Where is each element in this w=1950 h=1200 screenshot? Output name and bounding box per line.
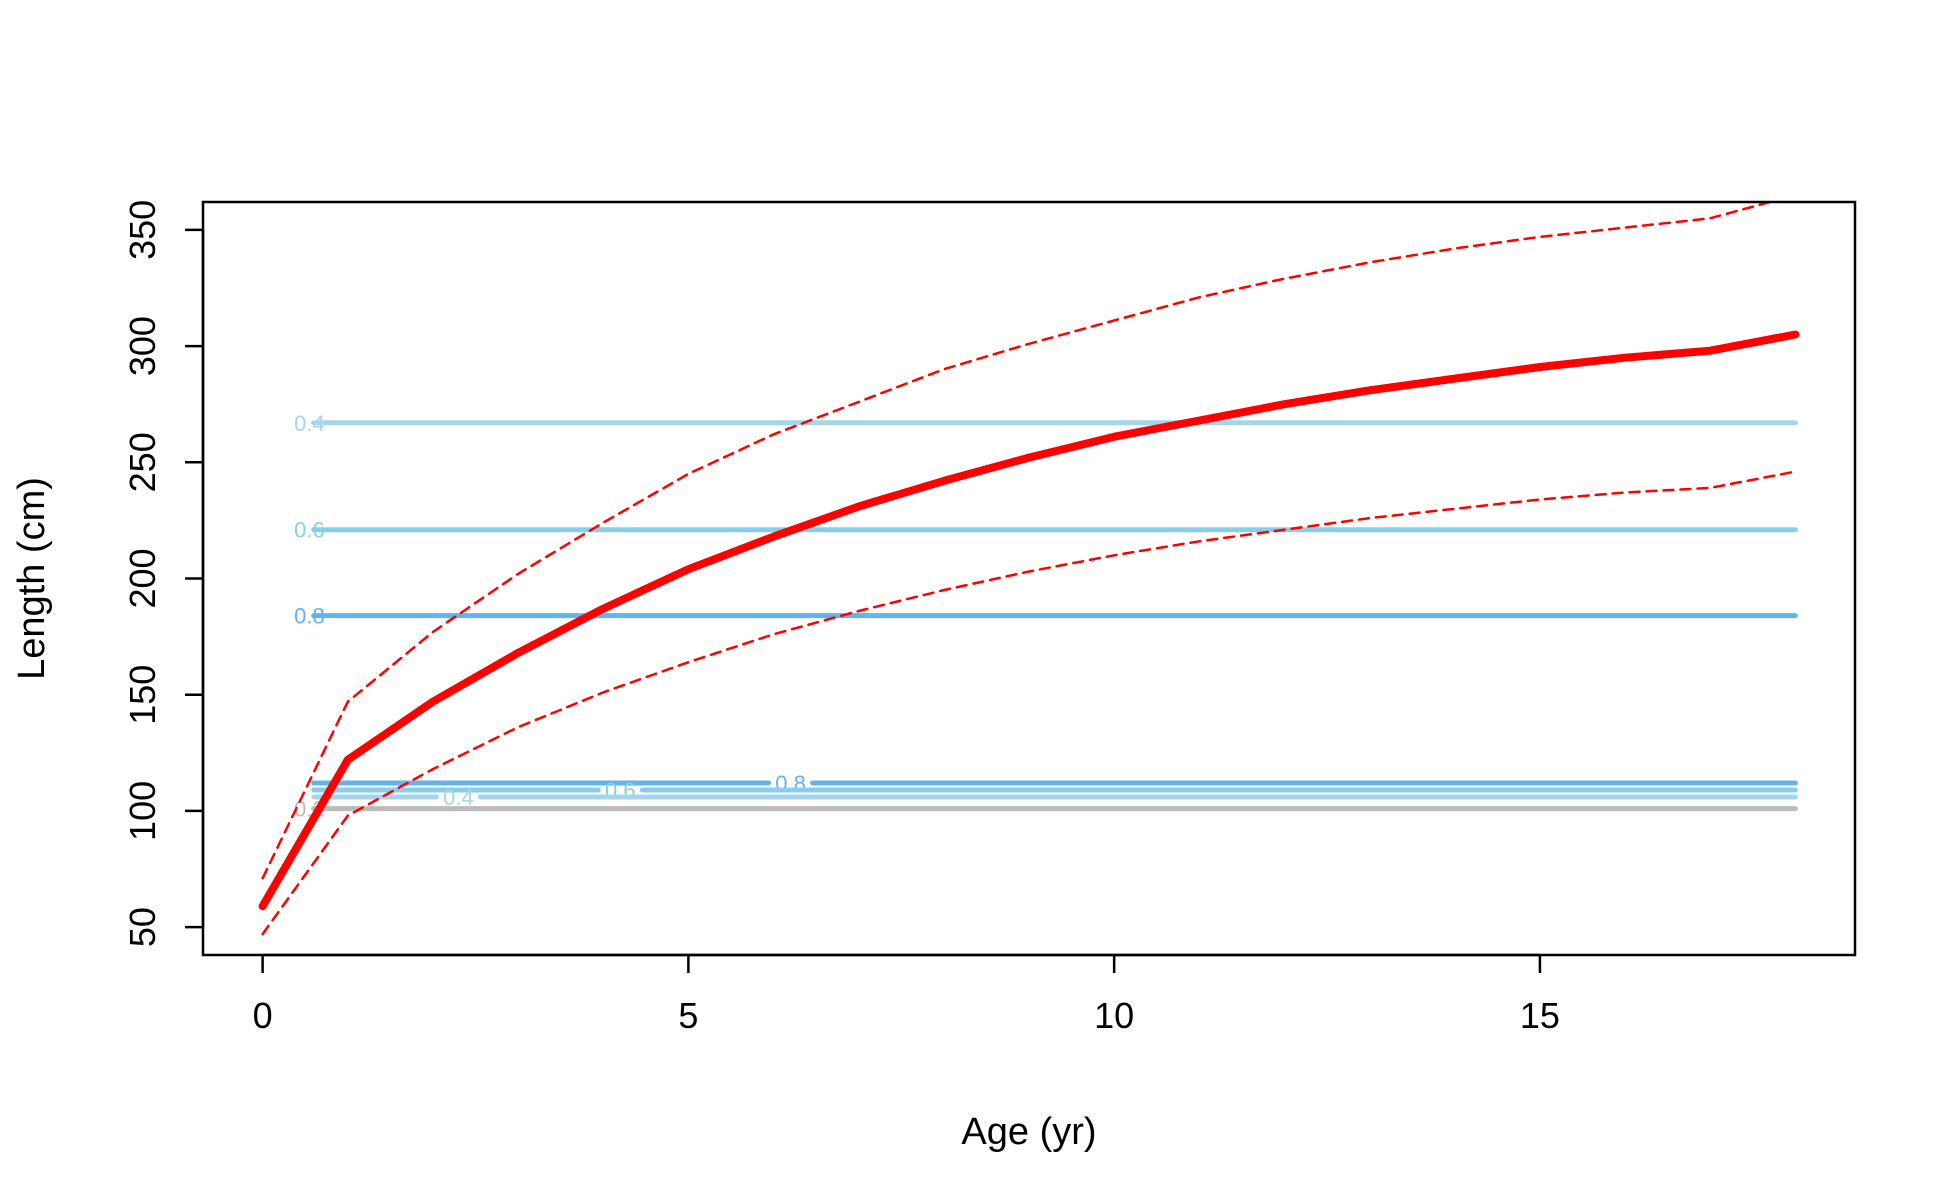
series-line-interval	[261, 202, 1775, 880]
x-tick-label: 5	[678, 995, 698, 1036]
y-tick-label: 200	[122, 548, 163, 608]
x-tick-label: 10	[1094, 995, 1134, 1036]
series-line-main	[258, 330, 1800, 911]
y-tick-label: 300	[122, 316, 163, 376]
y-tick-label: 50	[122, 907, 163, 947]
y-tick-label: 100	[122, 781, 163, 841]
y-axis-title: Length (cm)	[11, 477, 53, 680]
contour-label: 0.4	[443, 785, 474, 810]
x-tick-label: 15	[1520, 995, 1560, 1036]
contour-label: 0.6	[294, 518, 325, 543]
y-tick-label: 250	[122, 432, 163, 492]
y-tick-label: 350	[122, 200, 163, 260]
series-lines	[258, 202, 1800, 936]
x-axis: 0 5 10 15	[253, 953, 1560, 1036]
series-line-interval	[261, 470, 1797, 936]
y-axis: 50 100 150 200 250 300 350	[122, 200, 205, 947]
contour-label: 0.4	[294, 411, 325, 436]
y-tick-label: 150	[122, 665, 163, 725]
contour-label: 0.8	[294, 604, 325, 629]
x-tick-label: 0	[253, 995, 273, 1036]
x-axis-title: Age (yr)	[961, 1111, 1096, 1153]
contour-lines: 0.40.60.80.80.60.40.2	[294, 411, 1798, 822]
